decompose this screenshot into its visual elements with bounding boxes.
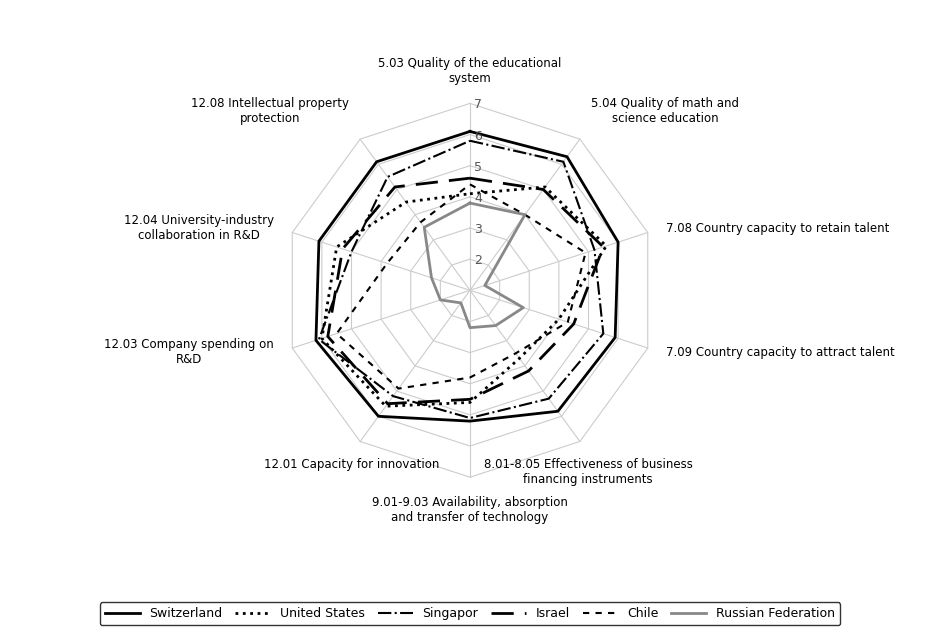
Text: 9.01-9.03 Availability, absorption
and transfer of technology: 9.01-9.03 Availability, absorption and t… xyxy=(372,496,568,524)
Text: 5: 5 xyxy=(474,161,482,174)
Text: 2: 2 xyxy=(474,254,482,267)
Text: 3: 3 xyxy=(474,223,482,236)
Text: 12.03 Company spending on
R&D: 12.03 Company spending on R&D xyxy=(104,338,274,366)
Text: 12.04 University-industry
collaboration in R&D: 12.04 University-industry collaboration … xyxy=(124,214,274,242)
Text: 7.08 Country capacity to retain talent: 7.08 Country capacity to retain talent xyxy=(666,221,889,235)
Legend: Switzerland, United States, Singapor, Israel, Chile, Russian Federation: Switzerland, United States, Singapor, Is… xyxy=(100,602,840,625)
Text: 8.01-8.05 Effectiveness of business
financing instruments: 8.01-8.05 Effectiveness of business fina… xyxy=(484,457,693,486)
Text: 12.01 Capacity for innovation: 12.01 Capacity for innovation xyxy=(264,457,440,470)
Text: 7: 7 xyxy=(474,98,482,112)
Text: 5.04 Quality of math and
science education: 5.04 Quality of math and science educati… xyxy=(591,96,739,124)
Text: 4: 4 xyxy=(474,192,482,205)
Text: 12.08 Intellectual property
protection: 12.08 Intellectual property protection xyxy=(191,96,349,124)
Text: 7.09 Country capacity to attract talent: 7.09 Country capacity to attract talent xyxy=(666,346,895,359)
Text: 5.03 Quality of the educational
system: 5.03 Quality of the educational system xyxy=(378,57,562,85)
Text: 6: 6 xyxy=(474,130,482,143)
